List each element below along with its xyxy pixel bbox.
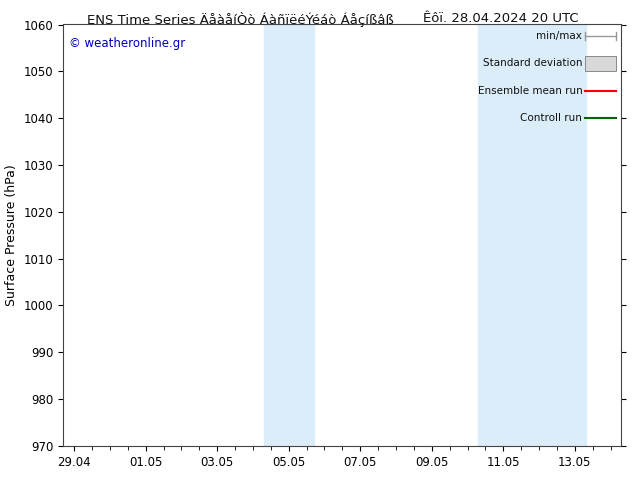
Bar [478,24,586,446]
Text: Ensemble mean run: Ensemble mean run [477,86,582,96]
Text: © weatheronline.gr: © weatheronline.gr [69,37,185,50]
Text: Standard deviation: Standard deviation [482,58,582,68]
Y-axis label: Surface Pressure (hPa): Surface Pressure (hPa) [5,164,18,306]
Bar [585,56,616,71]
Text: Controll run: Controll run [521,113,582,123]
Text: Êôï. 28.04.2024 20 UTC: Êôï. 28.04.2024 20 UTC [423,12,579,25]
Text: ENS Time Series ÄåàåíÒò ÁàñïëéÝéáò Áåçíßâß: ENS Time Series ÄåàåíÒò ÁàñïëéÝéáò Áåçíß… [87,12,394,27]
Text: min/max: min/max [536,31,582,41]
Bar [264,24,314,446]
